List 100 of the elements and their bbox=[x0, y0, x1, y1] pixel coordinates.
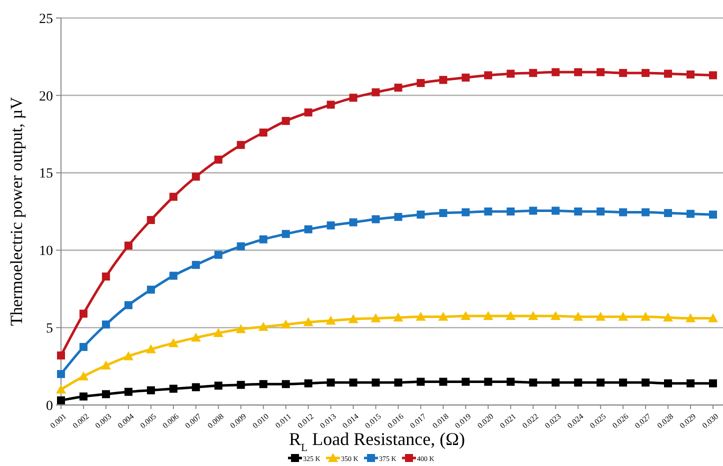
point bbox=[79, 342, 88, 351]
point bbox=[168, 338, 178, 348]
point bbox=[192, 172, 200, 181]
point bbox=[416, 210, 425, 219]
point bbox=[326, 378, 335, 387]
point bbox=[462, 208, 470, 216]
point bbox=[102, 390, 110, 398]
point bbox=[393, 312, 404, 322]
point bbox=[394, 378, 402, 387]
point bbox=[618, 312, 628, 321]
point bbox=[550, 310, 561, 320]
point bbox=[282, 380, 290, 388]
point bbox=[258, 322, 268, 331]
point bbox=[506, 310, 516, 320]
point bbox=[506, 208, 515, 216]
point bbox=[236, 140, 245, 149]
point bbox=[146, 216, 155, 224]
point bbox=[236, 324, 246, 334]
point bbox=[529, 206, 538, 215]
y-tick-label: 5 bbox=[46, 322, 53, 336]
point bbox=[552, 206, 560, 215]
y-tick-label: 15 bbox=[39, 166, 53, 182]
point bbox=[529, 378, 538, 387]
point bbox=[619, 378, 628, 387]
point bbox=[574, 208, 582, 216]
point bbox=[100, 360, 111, 370]
point bbox=[642, 378, 650, 387]
point bbox=[664, 70, 672, 78]
point bbox=[236, 380, 245, 389]
point bbox=[506, 70, 515, 78]
point bbox=[259, 235, 268, 244]
point bbox=[304, 225, 312, 234]
point bbox=[169, 272, 178, 280]
point bbox=[574, 68, 582, 76]
point bbox=[416, 378, 425, 386]
y-axis-title: Thermoelectric power output, µV bbox=[7, 96, 26, 326]
point bbox=[280, 320, 291, 329]
point bbox=[663, 312, 674, 322]
y-tick-label: 25 bbox=[39, 12, 53, 27]
point bbox=[596, 68, 605, 76]
point bbox=[124, 242, 132, 250]
point bbox=[484, 71, 492, 80]
point bbox=[349, 218, 358, 226]
point bbox=[214, 382, 222, 390]
point bbox=[709, 379, 717, 388]
point bbox=[416, 312, 426, 321]
point bbox=[348, 314, 358, 324]
point bbox=[169, 384, 178, 393]
point bbox=[686, 70, 695, 78]
point bbox=[552, 68, 560, 76]
point bbox=[460, 310, 471, 320]
point bbox=[146, 344, 156, 354]
point bbox=[484, 208, 492, 216]
point bbox=[213, 328, 224, 338]
point bbox=[78, 371, 88, 380]
point bbox=[664, 209, 672, 218]
point bbox=[190, 332, 201, 342]
point bbox=[394, 84, 402, 92]
point bbox=[282, 116, 290, 125]
point bbox=[552, 378, 560, 387]
point bbox=[596, 378, 605, 387]
point bbox=[326, 316, 336, 325]
point bbox=[214, 250, 222, 259]
point bbox=[686, 210, 695, 218]
point bbox=[619, 68, 628, 77]
point bbox=[304, 108, 312, 116]
point bbox=[57, 351, 65, 360]
point bbox=[439, 209, 448, 218]
point bbox=[79, 310, 88, 318]
point bbox=[326, 221, 335, 230]
point bbox=[372, 378, 380, 387]
point bbox=[619, 208, 628, 216]
point bbox=[102, 320, 110, 329]
point bbox=[573, 312, 584, 321]
point bbox=[708, 313, 718, 322]
point bbox=[438, 312, 448, 321]
point bbox=[462, 378, 470, 386]
point bbox=[124, 301, 132, 310]
point bbox=[349, 378, 358, 387]
y-tick-label: 0 bbox=[46, 398, 53, 414]
point bbox=[664, 379, 672, 388]
point bbox=[57, 370, 65, 378]
point bbox=[56, 384, 66, 394]
point bbox=[326, 100, 335, 109]
point bbox=[394, 212, 402, 221]
point bbox=[370, 313, 381, 322]
point bbox=[372, 88, 380, 96]
point bbox=[79, 392, 88, 400]
x-axis-title: R$_{L}$ Load Resistance, (Ω) bbox=[289, 429, 465, 454]
point bbox=[259, 128, 268, 137]
point bbox=[529, 68, 538, 77]
point bbox=[596, 312, 606, 321]
point bbox=[574, 378, 582, 387]
point bbox=[192, 383, 200, 392]
point bbox=[372, 215, 380, 224]
point bbox=[483, 310, 494, 320]
point bbox=[259, 380, 268, 388]
point bbox=[709, 210, 717, 219]
point bbox=[123, 351, 134, 360]
point bbox=[686, 379, 695, 388]
